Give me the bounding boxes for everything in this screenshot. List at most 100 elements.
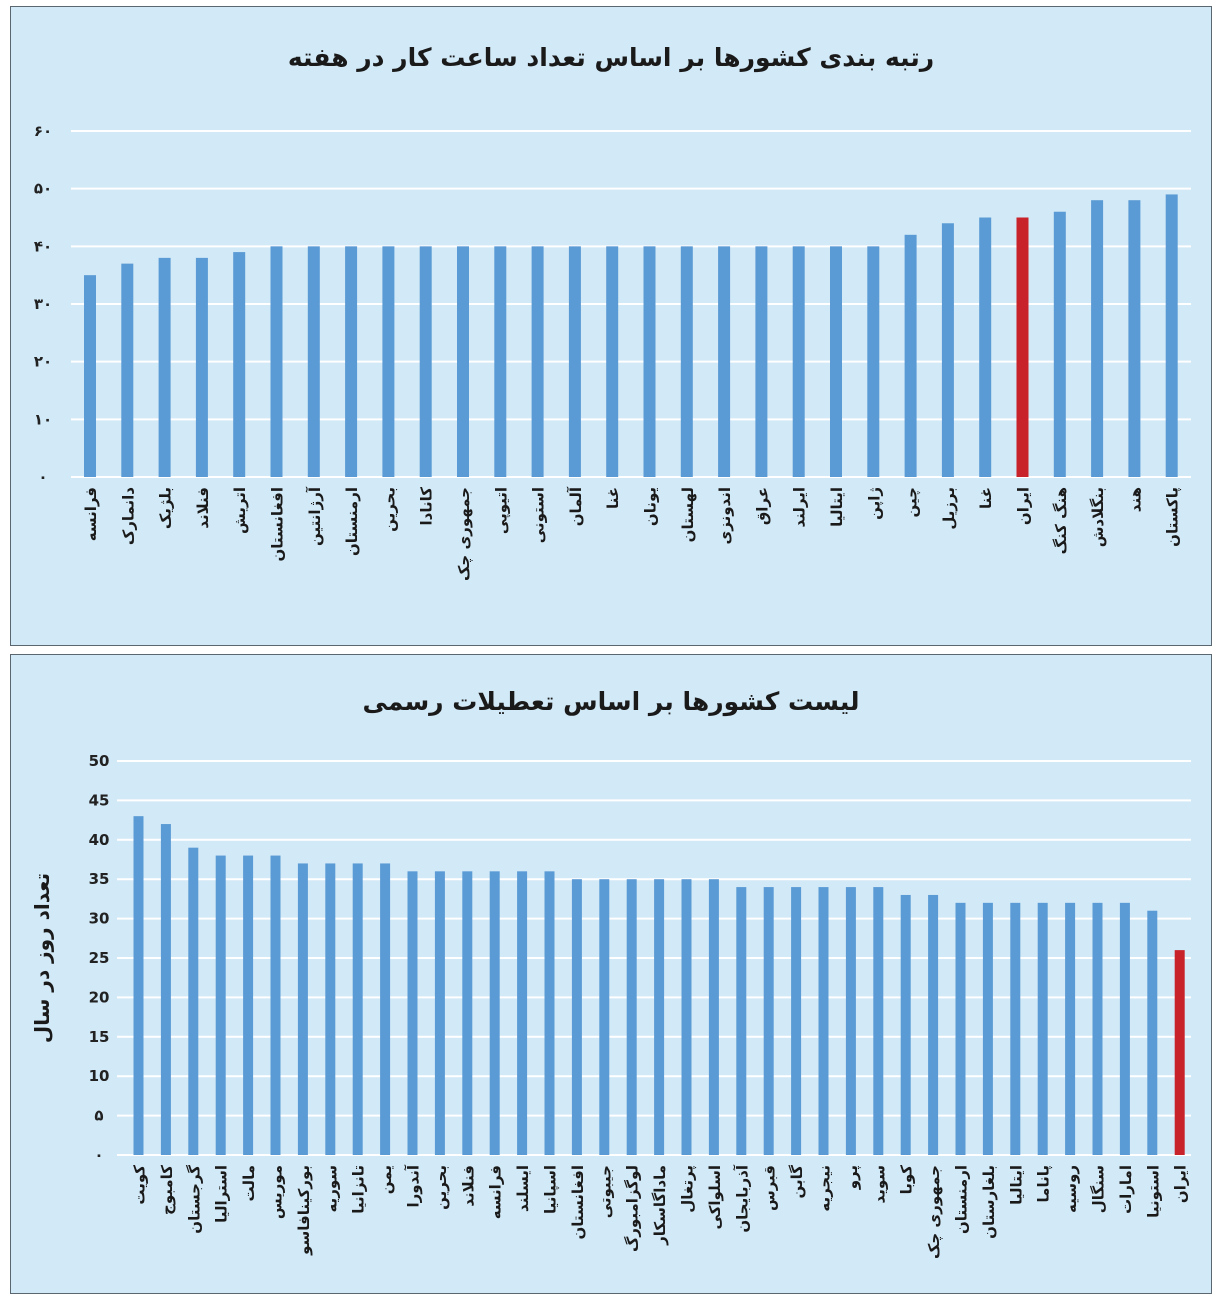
category-label: کویت bbox=[131, 1165, 149, 1205]
category-label: اندونزی bbox=[716, 487, 734, 544]
category-label: ایران bbox=[1015, 487, 1033, 525]
bar bbox=[297, 863, 308, 1155]
y-tick-label: 45 bbox=[89, 791, 110, 809]
category-label: ارمنستان bbox=[343, 487, 361, 556]
category-label: اسلواکی bbox=[706, 1165, 724, 1229]
bar bbox=[215, 855, 226, 1155]
work-hours-chart-panel: رتبه بندی کشورها بر اساس تعداد ساعت کار … bbox=[10, 6, 1212, 646]
category-label: هند bbox=[1126, 487, 1144, 512]
bar bbox=[643, 246, 656, 477]
category-label: نیجریه bbox=[816, 1165, 834, 1212]
bar bbox=[982, 902, 993, 1155]
category-label: بلغارستان bbox=[980, 1165, 998, 1239]
category-label: بحرین bbox=[432, 1165, 450, 1210]
bar bbox=[792, 246, 805, 477]
category-label: یونان bbox=[642, 487, 660, 526]
category-label: گابن bbox=[788, 1165, 806, 1199]
bar bbox=[517, 871, 528, 1155]
category-label: تانزانیا bbox=[350, 1165, 368, 1214]
category-label: اتریش bbox=[231, 487, 249, 534]
category-label: موریس bbox=[268, 1165, 286, 1219]
bar bbox=[270, 246, 283, 477]
category-label: ایسلند bbox=[514, 1165, 532, 1212]
y-tick-label: 25 bbox=[89, 949, 110, 967]
bar bbox=[873, 887, 884, 1155]
category-label: سوید bbox=[870, 1165, 888, 1203]
bar bbox=[352, 863, 363, 1155]
category-label: ارمنستان bbox=[953, 1165, 971, 1234]
y-tick-label: 50 bbox=[89, 752, 110, 770]
category-label: کامبوج bbox=[158, 1165, 176, 1215]
category-label: برزیل bbox=[940, 487, 958, 530]
bar bbox=[900, 894, 911, 1155]
bar bbox=[462, 871, 473, 1155]
category-label: لوگزامبورگ bbox=[624, 1165, 642, 1252]
bar bbox=[979, 217, 992, 477]
category-label: ایتالیا bbox=[828, 487, 846, 527]
category-label: پرو bbox=[843, 1165, 862, 1190]
category-label: استونیا bbox=[1144, 1165, 1162, 1218]
bar bbox=[681, 879, 692, 1155]
bar bbox=[1165, 194, 1178, 477]
bar bbox=[736, 887, 747, 1155]
bar bbox=[845, 887, 856, 1155]
y-tick-label: 35 bbox=[89, 870, 110, 888]
y-tick-label: ۰ bbox=[94, 1146, 103, 1164]
bar bbox=[345, 246, 358, 477]
y-tick-label: ۱۰ bbox=[34, 410, 52, 428]
bar bbox=[489, 871, 500, 1155]
category-label: دانمارک bbox=[119, 487, 137, 545]
category-label: عراق bbox=[753, 487, 771, 525]
bar bbox=[188, 847, 199, 1155]
category-label: استونی bbox=[530, 487, 548, 543]
bar bbox=[121, 263, 134, 477]
y-tick-label: ۵۰ bbox=[34, 180, 52, 198]
category-label: ژاپن bbox=[865, 487, 884, 520]
y-axis-label: تعداد روز در سال bbox=[30, 873, 54, 1043]
bar bbox=[382, 246, 395, 477]
bar bbox=[1092, 902, 1103, 1155]
category-label: بلژیک bbox=[157, 487, 175, 529]
category-label: فنلاند bbox=[459, 1165, 477, 1207]
bar bbox=[84, 275, 96, 477]
category-label: چین bbox=[903, 487, 922, 517]
public-holidays-chart-title: لیست کشورها بر اساس تعطیلات رسمی bbox=[362, 687, 860, 716]
bar bbox=[791, 887, 802, 1155]
work-hours-chart-title: رتبه بندی کشورها بر اساس تعداد ساعت کار … bbox=[287, 43, 935, 72]
category-label: پرتغال bbox=[679, 1165, 698, 1213]
bar bbox=[407, 871, 418, 1155]
bar bbox=[270, 855, 281, 1155]
public-holidays-chart-panel: لیست کشورها بر اساس تعطیلات رسمی ۰ ۵ 10 15 2… bbox=[10, 654, 1212, 1294]
y-tick-label: 40 bbox=[89, 831, 110, 849]
y-tick-label: ۲۰ bbox=[34, 353, 52, 371]
category-label: ایتالیا bbox=[1007, 1165, 1025, 1205]
bar bbox=[544, 871, 555, 1155]
bar bbox=[941, 223, 954, 477]
bar bbox=[654, 879, 665, 1155]
bar bbox=[494, 246, 507, 477]
work-hours-chart: ۰ ۱۰ ۲۰ ۳۰ ۴۰ ۵۰ ۶۰ فرانسه دانمارک بلژیک فنلاند اتر… bbox=[34, 122, 1191, 581]
category-label: پاناما bbox=[1035, 1165, 1054, 1202]
bar bbox=[243, 855, 254, 1155]
bar bbox=[457, 246, 469, 477]
bar bbox=[160, 824, 171, 1155]
y-tick-label: ۰ bbox=[38, 468, 47, 486]
bar bbox=[818, 887, 829, 1155]
bar bbox=[195, 257, 208, 477]
category-label: غنا bbox=[977, 487, 995, 509]
y-tick-label: ۵ bbox=[94, 1107, 103, 1125]
category-label: پاکستان bbox=[1164, 487, 1183, 547]
category-label: ماداگاسکار bbox=[651, 1165, 669, 1246]
bar bbox=[1016, 217, 1029, 477]
category-label: جمهوری چک bbox=[455, 487, 474, 581]
bar bbox=[904, 234, 917, 477]
category-label: لهستان bbox=[679, 487, 697, 542]
category-label: آندورا bbox=[405, 1164, 423, 1207]
bar bbox=[419, 246, 432, 477]
public-holidays-chart: ۰ ۵ 10 15 20 25 30 35 40 45 50 تعداد روز در سال کویت… bbox=[30, 752, 1191, 1259]
bar bbox=[1119, 902, 1130, 1155]
bar bbox=[867, 246, 880, 477]
y-tick-label: 20 bbox=[89, 988, 110, 1006]
category-label: بحرین bbox=[380, 487, 398, 532]
bar bbox=[680, 246, 693, 477]
